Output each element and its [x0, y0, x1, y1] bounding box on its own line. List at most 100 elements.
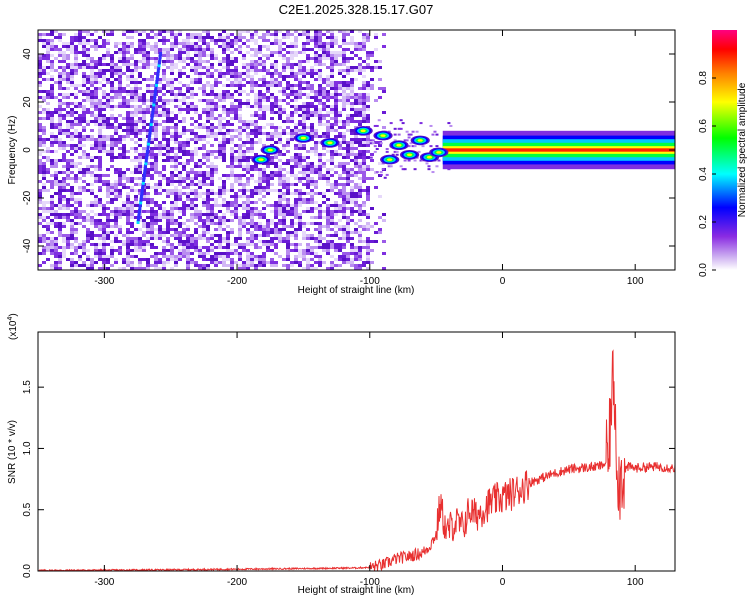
heatmap-streak-cell — [142, 175, 146, 180]
heatmap-streak-cell — [157, 66, 161, 70]
heatmap-cell — [182, 120, 186, 123]
heatmap-cell — [230, 165, 234, 168]
heatmap-cell — [206, 231, 210, 234]
heatmap-cell — [222, 144, 226, 147]
heatmap-cell — [82, 117, 86, 120]
heatmap-cell — [266, 33, 270, 36]
heatmap-cell — [150, 156, 154, 159]
heatmap-cell — [134, 195, 138, 198]
heatmap-cell — [206, 264, 210, 267]
heatmap-cell — [86, 213, 90, 216]
heatmap-cell — [318, 225, 322, 228]
heatmap-cell — [282, 186, 286, 189]
heatmap-cell — [258, 93, 262, 96]
heatmap-cell — [50, 240, 54, 243]
heatmap-cell — [150, 246, 154, 249]
heatmap-cell — [158, 87, 162, 90]
heatmap-cell — [98, 141, 102, 144]
heatmap-cell — [174, 174, 178, 177]
heatmap-cell — [114, 96, 118, 99]
heatmap-cell — [246, 99, 250, 102]
heatmap-cell — [238, 93, 242, 96]
heatmap-cell — [302, 126, 306, 129]
heatmap-streak-cell — [145, 152, 149, 157]
heatmap-cell — [294, 51, 298, 54]
heatmap-cell — [274, 72, 278, 75]
heatmap-cell — [222, 213, 226, 216]
heatmap-cell — [170, 87, 174, 90]
heatmap-cell — [166, 132, 170, 135]
heatmap-cell — [226, 108, 230, 111]
heatmap-cell — [234, 60, 238, 63]
heatmap-cell — [342, 132, 346, 135]
heatmap-cell — [94, 87, 98, 90]
heatmap-cell — [42, 165, 46, 168]
heatmap-cell — [290, 72, 294, 75]
heatmap-cell — [210, 213, 214, 216]
heatmap-cell — [206, 204, 210, 207]
heatmap-cell — [162, 48, 166, 51]
heatmap-cell — [334, 111, 338, 114]
heatmap-cell — [290, 42, 294, 45]
heatmap-cell — [162, 93, 166, 96]
heatmap-cell — [130, 180, 134, 183]
heatmap-cell — [246, 156, 250, 159]
heatmap-cell — [306, 222, 310, 225]
heatmap-cell — [122, 63, 126, 66]
heatmap-cell — [94, 42, 98, 45]
heatmap-cell — [174, 264, 178, 267]
heatmap-cell — [399, 165, 403, 168]
heatmap-cell — [294, 234, 298, 237]
heatmap-cell — [150, 48, 154, 51]
heatmap-cell — [82, 225, 86, 228]
heatmap-cell — [282, 99, 286, 102]
heatmap-cell — [82, 150, 86, 153]
heatmap-cell — [174, 201, 178, 204]
heatmap-cell — [298, 264, 302, 267]
heatmap-cell — [154, 66, 158, 69]
heatmap-cell — [66, 204, 70, 207]
heatmap-cell — [350, 141, 354, 144]
heatmap-cell — [38, 33, 42, 36]
heatmap-cell — [226, 138, 230, 141]
heatmap-cell — [358, 192, 362, 195]
heatmap-streak-cell — [137, 211, 141, 216]
heatmap-cell — [126, 234, 130, 237]
heatmap-cell — [110, 105, 114, 108]
heatmap-cell — [206, 102, 210, 105]
heatmap-cell — [206, 222, 210, 225]
heatmap-cell — [110, 165, 114, 168]
heatmap-cell — [238, 264, 242, 267]
heatmap-cell — [246, 165, 250, 168]
heatmap-cell — [166, 51, 170, 54]
heatmap-cell — [330, 210, 334, 213]
heatmap-cell — [366, 141, 370, 144]
heatmap-cell — [346, 120, 350, 123]
heatmap-cell — [122, 204, 126, 207]
heatmap-cell — [246, 120, 250, 123]
heatmap-cell — [218, 129, 222, 132]
heatmap-cell — [250, 129, 254, 132]
heatmap-cell — [310, 39, 314, 42]
heatmap-streak-cell — [136, 217, 140, 222]
heatmap-cell — [346, 30, 350, 33]
heatmap-cell — [254, 267, 258, 270]
heatmap-cell — [42, 234, 46, 237]
heatmap-cell — [58, 186, 62, 189]
heatmap-cell — [366, 156, 370, 159]
heatmap-cell — [98, 120, 102, 123]
heatmap-cell — [134, 108, 138, 111]
heatmap-cell — [106, 207, 110, 210]
heatmap-cell — [258, 36, 262, 39]
heatmap-cell — [302, 192, 306, 195]
heatmap-cell — [278, 81, 282, 84]
heatmap-cell — [294, 75, 298, 78]
heatmap-cell — [62, 225, 66, 228]
heatmap-cell — [238, 81, 242, 84]
heatmap-cell — [322, 177, 326, 180]
heatmap-cell — [298, 198, 302, 201]
heatmap-cell — [278, 159, 282, 162]
heatmap-cell — [154, 255, 158, 258]
heatmap-cell — [98, 174, 102, 177]
heatmap-cell — [358, 237, 362, 240]
